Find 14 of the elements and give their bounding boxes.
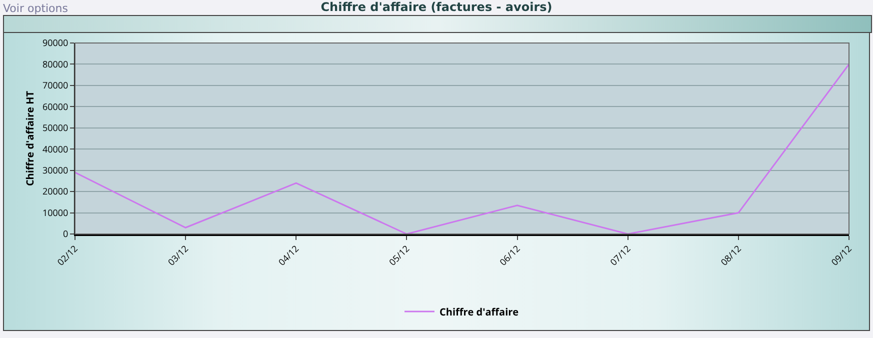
text: Voir options [3,2,68,15]
y-tick-label: 40000 [42,142,68,156]
y-tick-label: 80000 [42,57,68,70]
chart-title: Chiffre d'affaire (factures - avoirs) [320,0,552,14]
y-tick-label: 20000 [42,184,68,198]
y-tick-label: 30000 [42,163,68,176]
y-tick-label: 0 [63,227,68,240]
y-tick-label: 10000 [42,206,68,219]
y-tick-label: 60000 [42,100,68,113]
y-tick-label: 90000 [42,36,68,50]
legend-label: Chiffre d'affaire [440,304,519,318]
y-tick-label: 50000 [42,121,68,134]
y-tick-label: 70000 [42,78,68,92]
y-axis-title: Chiffre d'affaire HT [22,90,36,186]
